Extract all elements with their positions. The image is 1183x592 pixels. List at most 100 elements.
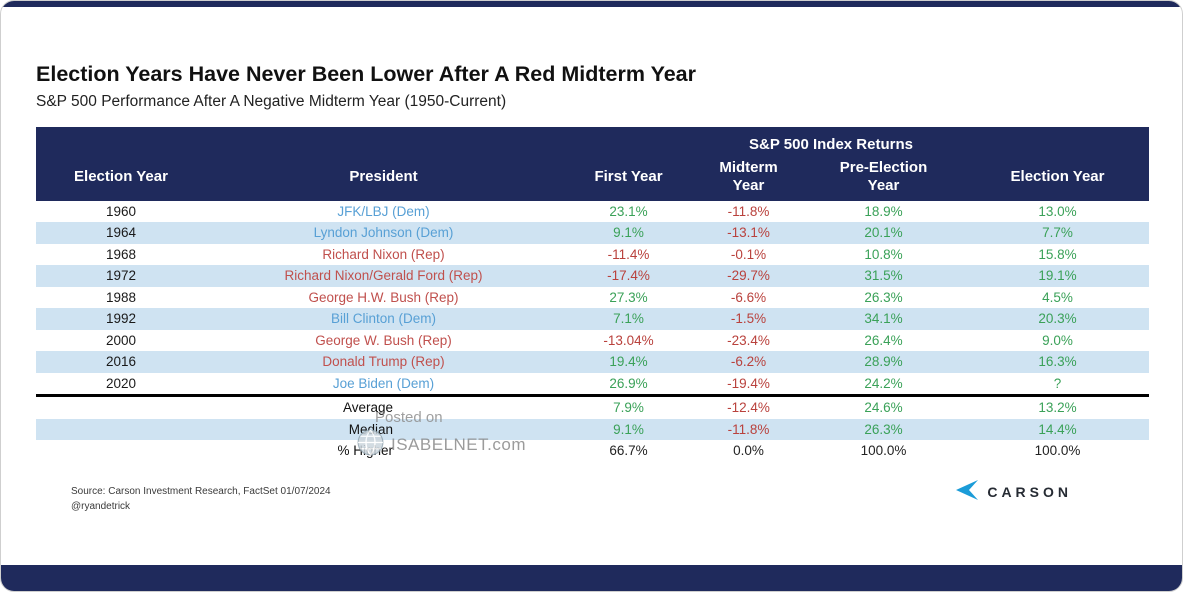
table-row: 2000 George W. Bush (Rep) -13.04% -23.4% 26.… (36, 330, 1149, 352)
summary-body: Average 7.9% -12.4% 24.6% 13.2% Median 9.1% -11… (36, 394, 1150, 462)
summary-pre-election-year-cell: 24.6% (801, 394, 967, 419)
midterm-year-cell: -6.6% (730, 289, 767, 305)
first-year-cell: -13.04% (603, 332, 654, 348)
table-row: 2016 Donald Trump (Rep) 19.4% -6.2% 28.9% 16.… (36, 351, 1150, 373)
group-header-spacer (966, 126, 1150, 153)
first-year-cell: 7.1% (613, 311, 644, 327)
returns-table: S&P 500 Index Returns Election Year Presi… (36, 126, 1150, 462)
first-year-cell: -11.4% (607, 246, 650, 262)
carson-logo: CARSON (956, 479, 1072, 505)
pre-election-year-cell: 28.9% (864, 354, 903, 370)
midterm-year-cell: -19.4% (727, 375, 770, 391)
subtitle: S&P 500 Performance After A Negative Mid… (36, 92, 507, 110)
president-cell: Bill Clinton (Dem) (330, 311, 437, 327)
pre-election-year-cell: 24.2% (864, 375, 903, 391)
election-year-cell: 13.0% (1038, 203, 1077, 219)
election-year-cell: 20.3% (1038, 311, 1077, 327)
source-text: Source: Carson Investment Research, Fact… (71, 485, 331, 497)
year-cell: 2016 (105, 354, 137, 370)
page-title: Election Years Have Never Been Lower Aft… (36, 62, 697, 86)
year-cell: 1988 (105, 289, 137, 305)
election-year-cell: 15.8% (1038, 246, 1077, 262)
group-header-row: S&P 500 Index Returns (36, 126, 1150, 153)
year-cell: 1972 (105, 268, 137, 284)
pre-election-year-cell: 34.1% (864, 311, 903, 327)
midterm-year-cell: -11.8% (727, 203, 770, 219)
pre-election-year-cell: 26.3% (864, 289, 903, 305)
summary-election-year-cell: 14.4% (1038, 421, 1077, 437)
summary-midterm-year-cell: -12.4% (696, 394, 801, 419)
carson-logo-text: CARSON (987, 484, 1072, 501)
president-cell: Joe Biden (Dem) (332, 375, 435, 391)
pre-election-year-cell: 10.8% (864, 246, 903, 262)
summary-pre-election-year-cell: 100.0% (860, 443, 907, 459)
summary-label-cell: Average (36, 394, 561, 419)
president-cell: JFK/LBJ (Dem) (337, 203, 430, 219)
table-row: 2020 Joe Biden (Dem) 26.9% -19.4% 24.2%? (36, 373, 1149, 396)
first-year-cell: -17.4% (607, 268, 650, 284)
column-header-2: First Year (561, 152, 696, 201)
year-cell: 2000 (105, 332, 137, 348)
president-cell: Richard Nixon/Gerald Ford (Rep) (284, 268, 483, 284)
column-header-row: Election Year President First Year Midterm … (36, 152, 1150, 201)
isabelnet-watermark: Posted on ISABELNET.com (357, 409, 526, 461)
table-row: 1992 Bill Clinton (Dem) 7.1% -1.5% 34.1% 20.3… (36, 308, 1150, 330)
summary-first-year-cell: 9.1% (613, 421, 644, 437)
table-row: 1972 Richard Nixon/Gerald Ford (Rep) -17.4… (36, 265, 1150, 287)
midterm-year-cell: -29.7% (727, 268, 770, 284)
table-row: 1960 JFK/LBJ (Dem) 23.1% -11.8% 18.9% 13.0% (36, 201, 1149, 223)
summary-row: Average 7.9% -12.4% 24.6% 13.2% (36, 394, 1150, 419)
author-handle: @ryandetrick (71, 500, 131, 512)
pre-election-year-cell: 20.1% (864, 225, 903, 241)
year-cell: 1964 (105, 225, 137, 241)
pre-election-year-cell: 18.9% (864, 203, 903, 219)
group-header: S&P 500 Index Returns (696, 126, 967, 153)
midterm-year-cell: -23.4% (727, 332, 770, 348)
year-cell: 1968 (105, 246, 137, 262)
summary-election-year-cell: 13.2% (966, 394, 1150, 419)
summary-row: Median 9.1% -11.8% 26.3% 14.4% (36, 418, 1150, 441)
bottom-accent-bar (1, 565, 1182, 591)
summary-midterm-year-cell: -11.8% (727, 421, 770, 437)
midterm-year-cell: -6.2% (730, 354, 767, 370)
election-year-cell: 4.5% (1042, 289, 1073, 305)
top-accent-bar (1, 1, 1182, 7)
pre-election-year-cell: 26.4% (864, 332, 903, 348)
watermark-posted-on: Posted on (375, 409, 443, 426)
election-year-cell: 9.0% (1042, 332, 1073, 348)
pre-election-year-cell: 31.5% (864, 268, 903, 284)
first-year-cell: 23.1% (609, 203, 648, 219)
summary-first-year-cell: 66.7% (609, 443, 648, 459)
first-year-cell: 26.9% (609, 375, 648, 391)
election-year-cell: 7.7% (1042, 225, 1073, 241)
watermark-site: ISABELNET.com (391, 435, 526, 454)
table-body: 1960 JFK/LBJ (Dem) 23.1% -11.8% 18.9% 13.0% 19… (36, 201, 1150, 396)
year-cell: 2020 (105, 375, 137, 391)
carson-chevron-icon (956, 479, 979, 505)
first-year-cell: 19.4% (609, 354, 648, 370)
column-header-0: Election Year (36, 152, 206, 201)
president-cell: George H.W. Bush (Rep) (308, 289, 459, 305)
president-cell: Richard Nixon (Rep) (322, 246, 445, 262)
first-year-cell: 9.1% (613, 225, 644, 241)
midterm-year-cell: -13.1% (727, 225, 770, 241)
election-year-cell: ? (1053, 375, 1062, 391)
summary-row: % Higher66.7%0.0%100.0%100.0% (36, 440, 1149, 462)
group-header-spacer (36, 126, 696, 153)
column-header-1: President (206, 152, 561, 201)
president-cell: Lyndon Johnson (Dem) (313, 225, 454, 241)
globe-icon (357, 429, 384, 461)
president-cell: George W. Bush (Rep) (315, 332, 452, 348)
source-block: Source: Carson Investment Research, Fact… (71, 484, 331, 514)
footer: Source: Carson Investment Research, Fact… (71, 478, 1112, 514)
midterm-year-cell: -0.1% (730, 246, 767, 262)
summary-midterm-year-cell: 0.0% (733, 443, 764, 459)
content: Election Years Have Never Been Lower Aft… (1, 1, 1182, 514)
election-year-cell: 16.3% (1038, 354, 1077, 370)
president-cell: Donald Trump (Rep) (322, 354, 445, 370)
summary-pre-election-year-cell: 26.3% (864, 421, 903, 437)
table-row: 1968 Richard Nixon (Rep) -11.4% -0.1% 10.8% 1… (36, 244, 1149, 266)
midterm-year-cell: -1.5% (730, 311, 767, 327)
election-year-cell: 19.1% (1038, 268, 1077, 284)
